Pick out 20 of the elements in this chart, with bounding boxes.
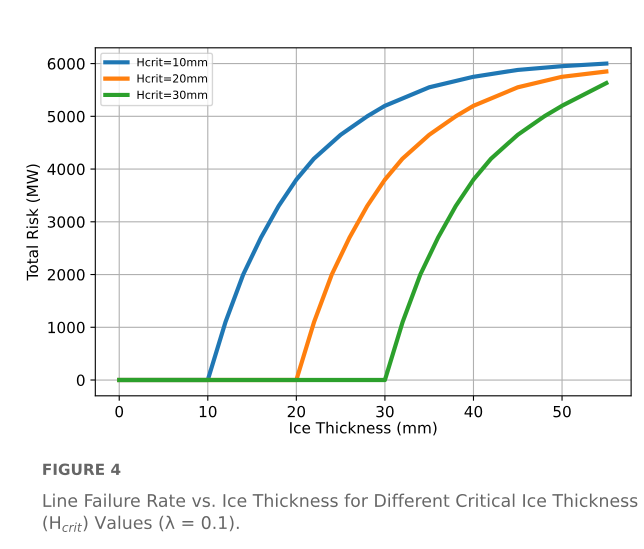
y-tick-label: 6000	[48, 58, 85, 70]
x-tick-label: 0	[115, 406, 124, 418]
x-tick-label: 50	[554, 406, 571, 418]
y-tick-label: 2000	[48, 269, 85, 281]
x-axis-title: Ice Thickness (mm)	[290, 422, 437, 436]
y-axis-title: Total Risk (MW)	[26, 164, 40, 280]
caption: FIGURE 4	[43, 464, 120, 476]
x-tick-label: 10	[200, 406, 216, 418]
legend-label: Hcrit=30mm	[138, 90, 208, 99]
x-tick-label: 30	[376, 406, 394, 418]
y-tick-label: 5000	[48, 110, 85, 122]
y-tick-label: 4000	[47, 164, 85, 176]
y-tick-label: 1000	[48, 322, 85, 334]
text: Line Failure Rate vs. Ice Thickness for Different Critical Ice Thickness (H$_{crit}$) Values (λ = 0.1).	[43, 494, 638, 532]
x-tick-label: 40	[464, 406, 482, 418]
y-tick-label: 0	[76, 374, 85, 386]
legend-label: Hcrit=20mm	[138, 74, 208, 83]
legend-label: Hcrit=10mm	[138, 58, 208, 66]
y-tick-label: 3000	[48, 216, 85, 228]
x-tick-label: 20	[288, 406, 306, 418]
